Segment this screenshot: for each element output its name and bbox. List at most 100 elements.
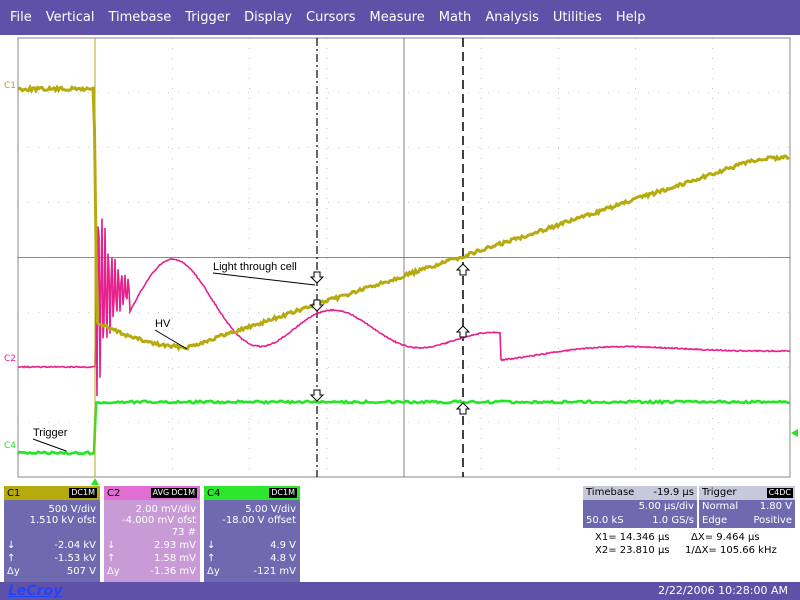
timebase-title: Timebase — [586, 487, 635, 498]
c2-min: 2.93 mV — [153, 540, 196, 551]
channel-c2-title: C2 — [107, 487, 121, 499]
c4-dy-row: Δy -121 mV — [207, 566, 296, 577]
c2-dy: -1.36 mV — [150, 566, 196, 577]
c1-dy: 507 V — [66, 566, 96, 577]
status-bar: LeCroy 2/22/2006 10:28:00 AM — [0, 582, 800, 600]
cursor-x2-c2-marker — [455, 325, 471, 338]
c1-min-row: ↓ -2.04 kV — [7, 540, 96, 551]
c4-dy-label: Δy — [207, 566, 220, 577]
channel-c2-body: 2.00 mV/div -4.000 mV ofst 73 # ↓ 2.93 mV… — [104, 500, 200, 582]
menu-vertical[interactable]: Vertical — [45, 10, 95, 25]
c1-max: -1.53 kV — [54, 553, 96, 564]
c2-max-label: ↑ — [107, 553, 116, 564]
channel-c4-panel[interactable]: C4 DC1M 5.00 V/div -18.00 V offset ↓ 4.9 … — [204, 486, 300, 582]
c4-max-row: ↑ 4.8 V — [207, 553, 296, 564]
trigger-source: C4 — [768, 488, 780, 497]
cursor-readout: X1= 14.346 µs ΔX= 9.464 µs X2= 23.810 µs… — [583, 531, 798, 557]
cursor-x1-c2-marker — [309, 271, 325, 284]
c4-vdiv-row: 5.00 V/div — [207, 504, 296, 515]
trace-c2 — [18, 218, 791, 397]
channel-c2-header: C2 AVG DC1M — [104, 486, 200, 500]
annotation-trigger-leader — [32, 438, 67, 452]
trigger-position-marker[interactable] — [91, 478, 99, 485]
c4-volts-div: 5.00 V/div — [245, 504, 296, 515]
cursor-row-1: X1= 14.346 µs ΔX= 9.464 µs — [583, 531, 798, 544]
trigger-source-badge: C4DC — [766, 488, 793, 498]
cursor-x1-c4-marker — [309, 389, 325, 402]
c1-max-row: ↑ -1.53 kV — [7, 553, 96, 564]
menu-file[interactable]: File — [10, 10, 32, 25]
c1-min-label: ↓ — [7, 540, 16, 551]
trace-c1 — [17, 84, 790, 352]
c2-max-row: ↑ 1.58 mV — [107, 553, 196, 564]
menu-measure[interactable]: Measure — [369, 10, 425, 25]
channel-c1-header: C1 DC1M — [4, 486, 100, 500]
channel-c1-coupling: DC1M — [71, 488, 95, 497]
menu-timebase[interactable]: Timebase — [108, 10, 172, 25]
annotation-light: Light through cell — [213, 261, 297, 273]
c2-min-label: ↓ — [107, 540, 116, 551]
c4-dy: -121 mV — [253, 566, 296, 577]
c4-offset: -18.00 V offset — [222, 515, 296, 526]
timebase-header: Timebase -19.9 µs — [583, 486, 697, 500]
c2-volts-div: 2.00 mV/div — [135, 504, 196, 515]
trigger-level-marker[interactable] — [791, 429, 798, 437]
c1-marker: C1 — [4, 81, 16, 91]
c1-dy-label: Δy — [7, 566, 20, 577]
c4-min-row: ↓ 4.9 V — [207, 540, 296, 551]
trigger-level: 1.80 V — [759, 501, 792, 512]
c1-offset-row: 1.510 kV ofst — [7, 515, 96, 526]
channel-c2-panel[interactable]: C2 AVG DC1M 2.00 mV/div -4.000 mV ofst 73… — [104, 486, 200, 582]
trigger-panel[interactable]: Trigger C4DC Normal 1.80 V Edge Positive — [699, 486, 795, 528]
trigger-header: Trigger C4DC — [699, 486, 795, 500]
trace-c4 — [17, 398, 791, 456]
c2-dy-label: Δy — [107, 566, 120, 577]
cursor-x1: X1= 14.346 µs — [595, 532, 670, 543]
lecroy-logo[interactable]: LeCroy — [8, 583, 63, 599]
menu-display[interactable]: Display — [244, 10, 293, 25]
c1-vdiv-row: 500 V/div — [7, 504, 96, 515]
c4-min-label: ↓ — [207, 540, 216, 551]
traces — [17, 38, 791, 477]
channel-c1-body: 500 V/div 1.510 kV ofst ↓ -2.04 kV ↑ -1.53… — [4, 500, 100, 582]
cursor-x1-c1-marker — [309, 299, 325, 312]
trigger-title: Trigger — [702, 487, 737, 498]
c2-sweeps-row: 73 # — [107, 527, 196, 538]
c2-marker: C2 — [4, 354, 16, 364]
cursor-dx: ΔX= 9.464 µs — [691, 532, 760, 543]
c2-sweeps: 73 # — [171, 527, 196, 538]
c1-max-label: ↑ — [7, 553, 16, 564]
c2-offset-row: -4.000 mV ofst — [107, 515, 196, 526]
trigger-mode: Normal — [702, 501, 739, 512]
menu-math[interactable]: Math — [438, 10, 472, 25]
menu-utilities[interactable]: Utilities — [552, 10, 602, 25]
channel-c4-coupling-badge: DC1M — [269, 488, 297, 498]
channel-c4-coupling: DC1M — [271, 488, 295, 497]
timebase-row-2: 50.0 kS 1.0 GS/s — [583, 514, 697, 528]
c1-volts-div: 500 V/div — [48, 504, 96, 515]
waveform-display[interactable]: C1 C2 C4 Light through cell HV Trigger — [0, 35, 800, 485]
menu-analysis[interactable]: Analysis — [485, 10, 539, 25]
c4-min: 4.9 V — [270, 540, 296, 551]
channel-c1-title: C1 — [7, 487, 21, 499]
menu-cursors[interactable]: Cursors — [306, 10, 356, 25]
trigger-row-1: Normal 1.80 V — [699, 500, 795, 514]
c1-dy-row: Δy 507 V — [7, 566, 96, 577]
c2-vdiv-row: 2.00 mV/div — [107, 504, 196, 515]
cursor-row-2: X2= 23.810 µs 1/ΔX= 105.66 kHz — [583, 544, 798, 557]
annotation-hv-leader — [154, 329, 188, 350]
channel-c4-title: C4 — [207, 487, 221, 499]
menu-trigger[interactable]: Trigger — [185, 10, 231, 25]
menu-help[interactable]: Help — [615, 10, 646, 25]
timebase-rate: 1.0 GS/s — [652, 515, 694, 526]
timebase-panel[interactable]: Timebase -19.9 µs 5.00 µs/div 50.0 kS 1.… — [583, 486, 697, 528]
channel-c2-mode: AVG — [152, 488, 170, 497]
cursor-x2-c4-marker — [455, 402, 471, 415]
cursor-x2-c1-marker — [455, 263, 471, 276]
channel-c2-coupling: DC1M — [171, 488, 195, 497]
cursor-inv-dx: 1/ΔX= 105.66 kHz — [685, 545, 777, 556]
channel-c2-mode-badge: AVG DC1M — [150, 488, 197, 498]
channel-c1-panel[interactable]: C1 DC1M 500 V/div 1.510 kV ofst ↓ -2.04 k… — [4, 486, 100, 582]
channel-c4-header: C4 DC1M — [204, 486, 300, 500]
annotation-trigger: Trigger — [33, 427, 68, 439]
